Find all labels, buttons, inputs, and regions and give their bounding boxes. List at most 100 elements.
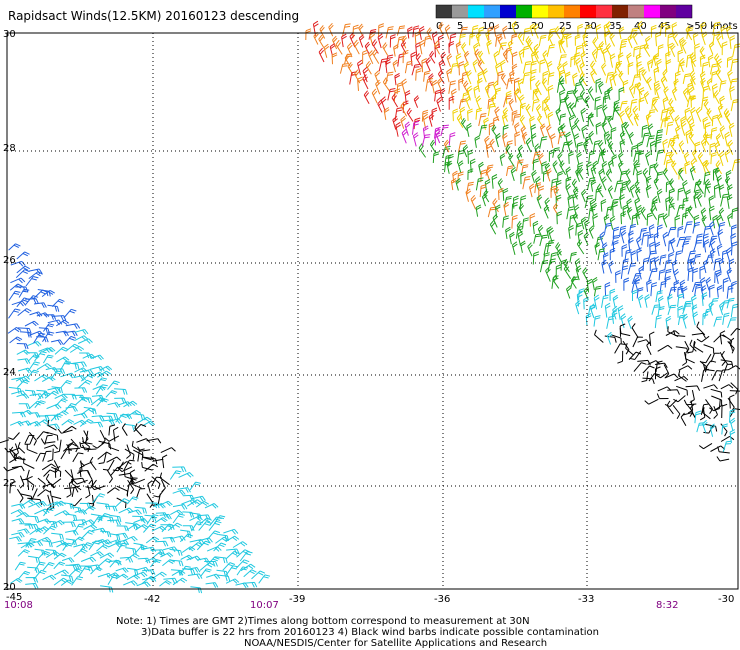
wind-barb [577,162,583,176]
wind-barb [727,184,733,199]
wind-barb [713,316,723,327]
wind-barb [34,351,47,362]
wind-barb [593,294,600,310]
wind-barb [19,331,32,338]
wind-barb [600,198,607,212]
wind-barb [312,20,319,36]
wind-barb [716,285,723,298]
wind-barb [601,294,609,308]
wind-barb [9,481,16,494]
wind-barb [710,152,717,165]
wind-barb [586,278,593,293]
legend-tick-label: >50 knots [686,21,738,32]
wind-barb [550,133,556,149]
wind-barb [522,176,531,190]
wind-barb [243,569,257,578]
wind-barb [428,112,435,127]
wind-barb [588,130,594,145]
wind-barb [691,148,698,162]
wind-barb [570,124,577,137]
wind-barb [607,185,614,199]
wind-barb [613,102,621,117]
wind-barb [16,343,29,350]
wind-barb [474,135,481,148]
wind-barb [708,205,715,221]
wind-barb [552,147,560,158]
wind-barb [141,462,153,471]
wind-barb [204,561,218,567]
wind-barb [729,408,736,423]
wind-barb [671,160,678,176]
wind-barb [98,558,113,567]
wind-barb [571,178,579,193]
wind-barb [16,297,30,308]
wind-barb [80,407,96,416]
wind-barb [115,532,129,539]
wind-barb [467,168,474,180]
wind-barb [498,42,507,55]
wind-barb [632,31,638,45]
wind-barb [718,369,728,382]
wind-barb [662,138,669,154]
wind-barb [54,346,69,355]
wind-barb [475,204,482,217]
wind-barb [418,143,427,158]
legend-swatch [468,5,484,18]
legend-swatch [516,5,532,18]
wind-barb [618,87,625,101]
wind-barb [629,184,636,198]
wind-barb [529,213,536,227]
legend-swatch [452,5,468,18]
wind-barb [510,167,517,182]
wind-barb [83,524,98,530]
wind-barb [54,439,62,454]
wind-barb [714,141,721,157]
wind-barb [72,479,88,485]
wind-barb [437,77,443,91]
wind-barb [647,59,653,72]
map-title: Rapidsact Winds(12.5KM) 20160123 descend… [8,9,299,23]
wind-barb [546,124,552,139]
wind-barb [187,573,203,580]
wind-barb [400,101,408,117]
wind-barb [628,351,642,360]
wind-barb [668,196,676,210]
wind-barb [434,40,441,55]
wind-barb [519,195,527,209]
wind-barb [108,441,120,452]
wind-barb [657,295,664,309]
wind-barb [648,373,660,382]
wind-barb [664,276,671,288]
wind-barb [508,98,514,112]
legend-swatch [580,5,596,18]
wind-barb [78,566,91,577]
wind-barb [702,116,709,129]
wind-barb [467,149,474,164]
wind-barb [522,72,531,84]
lon-label-39: -39 [289,594,305,605]
wind-barb [601,160,608,175]
wind-barb [363,90,370,104]
wind-barb [339,63,349,74]
wind-barb [630,250,637,263]
wind-barb [538,153,544,166]
wind-barb [422,113,429,129]
wind-barb [511,214,518,229]
wind-barb [205,582,219,588]
wind-barb [594,242,601,255]
wind-barb [679,57,685,73]
wind-barb [216,574,231,582]
wind-barb [146,438,162,444]
wind-barb [329,43,336,56]
wind-barb [80,556,97,563]
wind-barb [415,53,423,68]
wind-barb [667,227,677,237]
wind-barb [66,443,81,450]
wind-barb [328,22,334,37]
time-label-right: 8:32 [656,600,678,611]
wind-barb [619,43,627,57]
wind-barb [708,195,715,208]
wind-barb [491,174,498,189]
wind-barb [520,171,527,185]
wind-barb [488,121,495,136]
